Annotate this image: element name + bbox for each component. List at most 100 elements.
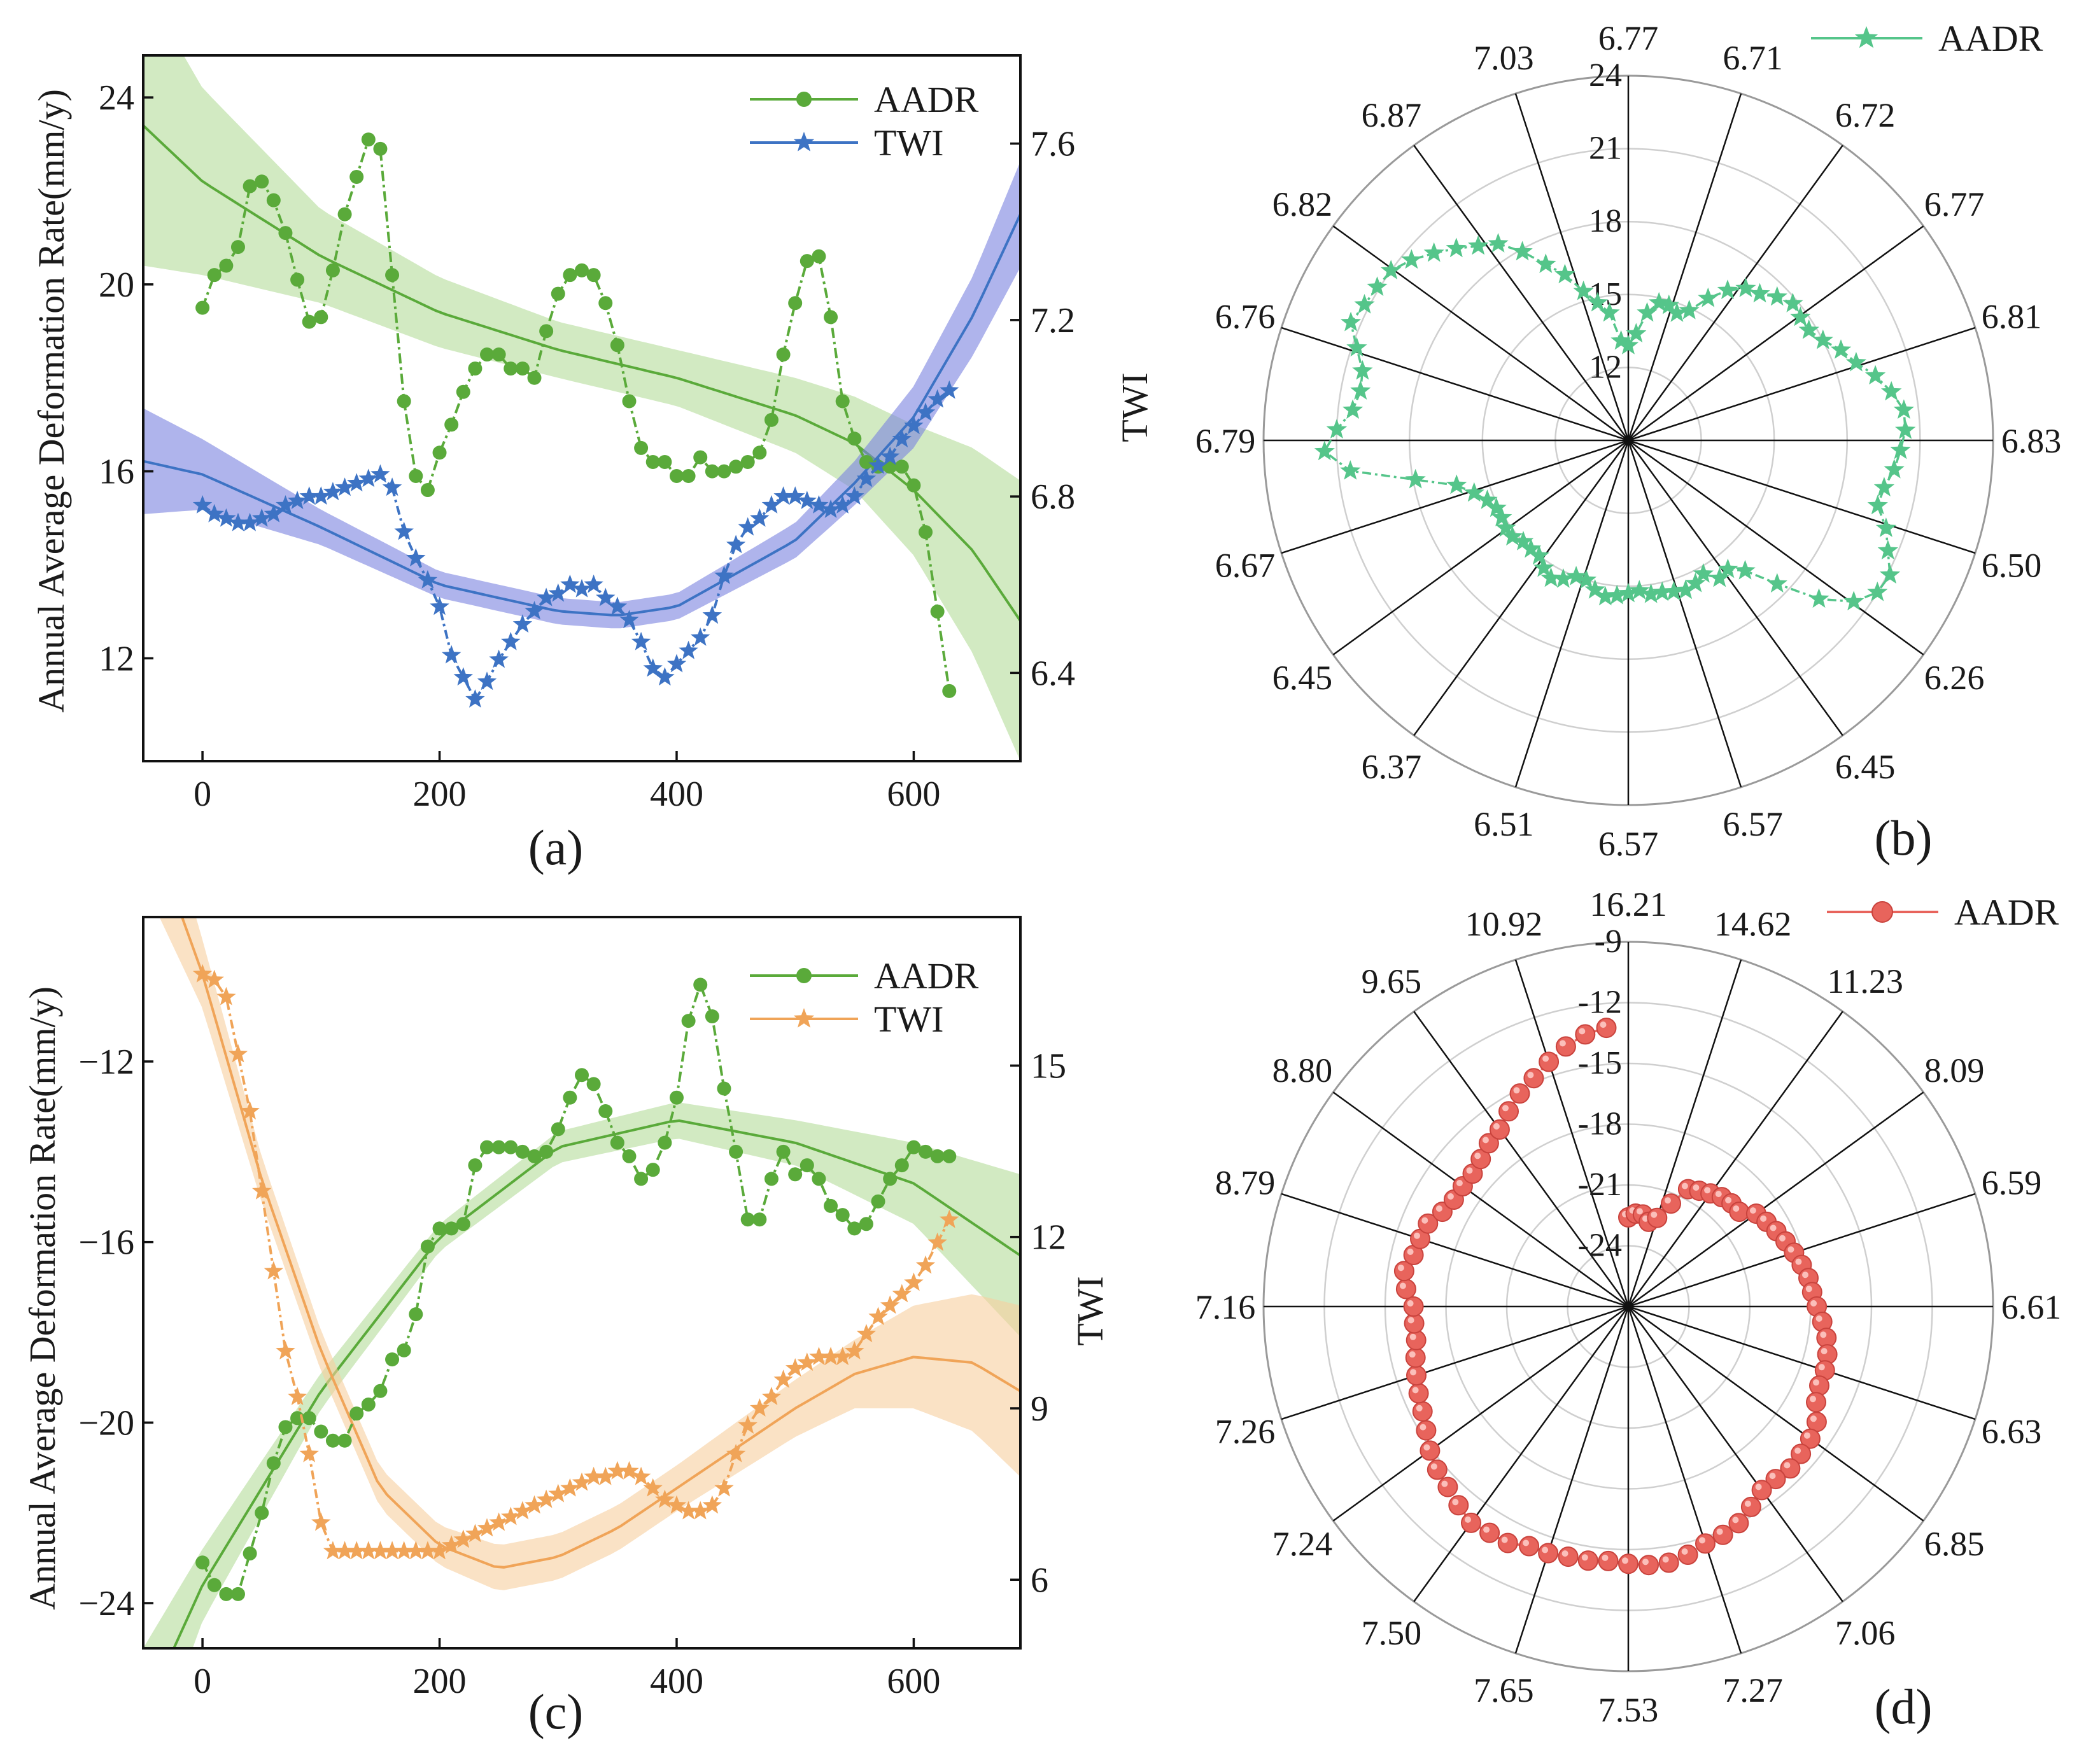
- data-point: [856, 468, 877, 487]
- data-point-highlight: [1642, 1559, 1649, 1566]
- panel-c-label: (c): [528, 1684, 584, 1739]
- data-point: [679, 1501, 698, 1520]
- data-point-highlight: [1681, 1182, 1688, 1189]
- data-point: [1890, 439, 1911, 459]
- spoke-label: 6.26: [1924, 659, 1985, 697]
- data-point: [264, 503, 284, 522]
- data-point: [773, 486, 793, 505]
- data-point: [287, 1387, 307, 1405]
- data-point: [453, 667, 473, 686]
- data-point-highlight: [1820, 1331, 1827, 1338]
- data-point: [584, 574, 603, 593]
- data-point: [1864, 365, 1886, 385]
- data-point: [302, 1411, 316, 1426]
- spoke: [1627, 440, 1843, 736]
- data-point: [930, 1149, 945, 1163]
- data-point: [1629, 580, 1650, 599]
- data-point: [1461, 1512, 1481, 1533]
- data-point: [349, 169, 364, 184]
- data-point: [1812, 329, 1833, 349]
- spoke: [1628, 439, 1976, 554]
- radial-tick-label: -15: [1578, 1045, 1622, 1081]
- data-point: [761, 495, 782, 514]
- data-point-highlight: [1456, 1180, 1463, 1186]
- data-point: [714, 1478, 734, 1497]
- data-point: [1893, 399, 1914, 419]
- data-point: [575, 263, 589, 277]
- data-point: [406, 548, 426, 567]
- data-point: [643, 658, 663, 677]
- data-point: [859, 454, 873, 469]
- data-point: [607, 1461, 628, 1480]
- spoke-label: 6.79: [1195, 422, 1256, 460]
- data-point-highlight: [1527, 1072, 1534, 1079]
- y2-tick-label: 7.6: [1031, 125, 1075, 164]
- data-point: [207, 1578, 222, 1592]
- data-point: [586, 1077, 601, 1091]
- data-point: [276, 1341, 295, 1360]
- data-point: [764, 412, 779, 427]
- data-point: [786, 1358, 805, 1377]
- data-point-highlight: [1744, 1500, 1751, 1507]
- legend-label-twi: TWI: [874, 999, 944, 1040]
- data-point: [397, 394, 411, 409]
- data-point: [560, 574, 580, 593]
- data-point: [666, 1495, 687, 1514]
- data-point-highlight: [1760, 1215, 1767, 1222]
- data-point: [441, 1535, 462, 1554]
- data-point-highlight: [1810, 1415, 1817, 1422]
- data-point: [892, 429, 912, 447]
- spoke-label: 8.09: [1924, 1051, 1985, 1090]
- spoke: [1514, 1306, 1630, 1654]
- data-point: [1406, 1329, 1427, 1350]
- data-point: [1540, 567, 1561, 587]
- data-point-highlight: [1787, 1246, 1794, 1253]
- data-point: [1553, 568, 1574, 588]
- data-point: [465, 1524, 485, 1543]
- data-point: [1735, 277, 1756, 297]
- spoke-label: 7.03: [1474, 39, 1534, 77]
- data-point: [1751, 1480, 1772, 1501]
- data-point: [845, 1341, 864, 1360]
- panel-b-label: (b): [1875, 810, 1933, 865]
- data-point: [1416, 1420, 1437, 1441]
- spoke: [1413, 144, 1630, 441]
- data-point-highlight: [1810, 1396, 1816, 1403]
- data-point: [800, 1158, 814, 1173]
- data-point: [456, 384, 470, 399]
- data-point: [740, 1212, 755, 1227]
- data-point: [729, 459, 743, 474]
- data-point-highlight: [1636, 1208, 1643, 1215]
- data-point-highlight: [1407, 1317, 1414, 1324]
- data-point: [195, 1555, 210, 1570]
- data-point: [726, 535, 746, 554]
- panel-b: 6.77 6.71 6.72 6.77 6.81 6.83 6.50 6.26 6.45 6.57…: [1195, 18, 2062, 865]
- data-point: [1584, 578, 1605, 599]
- data-point: [358, 468, 378, 487]
- data-point: [1640, 583, 1661, 603]
- data-point: [290, 272, 305, 287]
- data-point: [397, 1343, 411, 1357]
- spoke: [1332, 1305, 1629, 1522]
- data-point: [658, 1135, 672, 1150]
- data-point: [1404, 1313, 1425, 1334]
- spoke: [1332, 1091, 1629, 1308]
- data-point: [432, 1221, 447, 1236]
- data-point: [596, 587, 616, 606]
- data-point: [1446, 474, 1467, 494]
- data-point: [1895, 419, 1916, 439]
- legend-marker-aadr: [1854, 26, 1878, 48]
- data-point: [314, 1424, 328, 1439]
- data-point-highlight: [1779, 1235, 1786, 1242]
- data-point: [219, 258, 234, 273]
- spoke-label: 8.79: [1215, 1163, 1276, 1202]
- data-point: [1693, 563, 1714, 583]
- data-point: [1420, 1440, 1441, 1461]
- data-point: [717, 1081, 731, 1096]
- data-point: [444, 417, 459, 432]
- data-point: [1652, 581, 1673, 601]
- data-point: [1647, 1207, 1668, 1228]
- data-point: [394, 1541, 414, 1560]
- data-point-highlight: [1416, 1405, 1423, 1412]
